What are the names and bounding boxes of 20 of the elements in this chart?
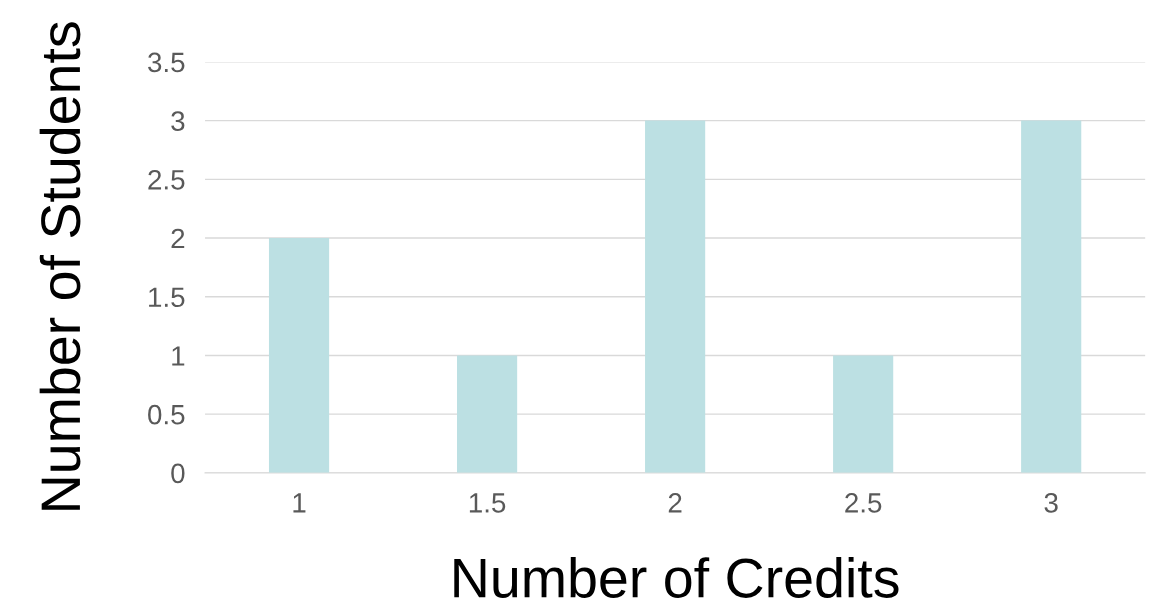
y-tick-label: 0 <box>171 463 185 484</box>
bar <box>645 120 706 473</box>
y-tick-label: 2.5 <box>148 169 185 190</box>
y-tick-label: 2 <box>171 228 185 249</box>
x-axis-title: Number of Credits <box>454 557 899 598</box>
y-tick-label: 3.5 <box>148 52 185 73</box>
bar <box>457 355 518 473</box>
x-tick-label: 3 <box>1044 493 1058 513</box>
bar <box>833 355 894 473</box>
bar <box>1021 120 1082 473</box>
x-tick-label: 1 <box>293 493 306 513</box>
x-tick-label: 2.5 <box>845 493 882 513</box>
x-tick-label: 2 <box>668 493 682 513</box>
bar <box>268 238 330 473</box>
x-tick-label: 1.5 <box>469 493 506 513</box>
y-tick-label: 3 <box>171 111 185 131</box>
y-tick-label: 0.5 <box>148 404 185 425</box>
y-axis-title: Number of Students <box>39 22 81 510</box>
y-tick-label: 1 <box>172 346 185 366</box>
y-tick-label: 1.5 <box>149 287 185 308</box>
